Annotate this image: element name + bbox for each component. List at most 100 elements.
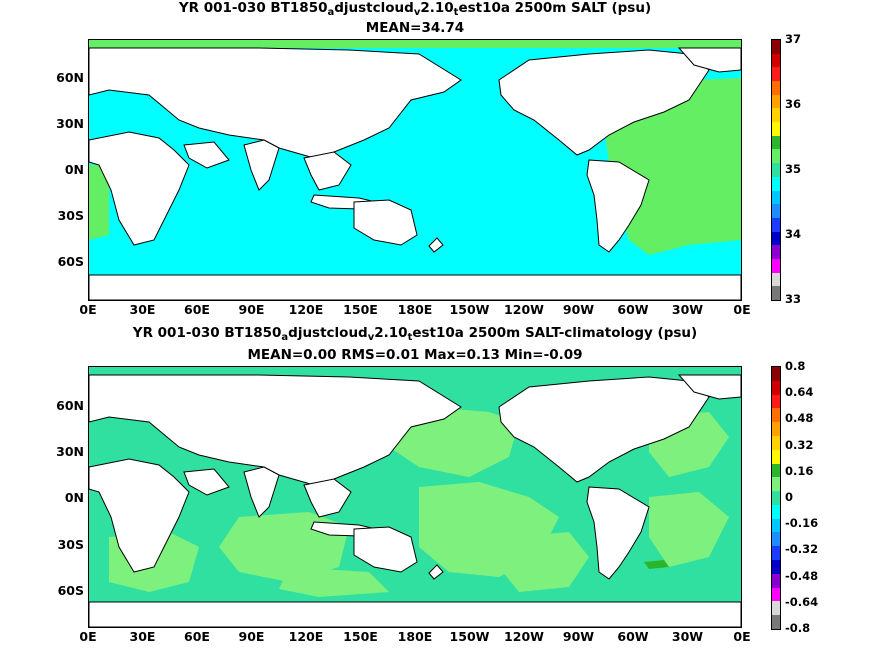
p2-lon-label-12: 0E bbox=[733, 629, 751, 644]
south-america bbox=[586, 486, 650, 580]
panel2-title: YR 001-030 BT1850adjustcloudv2.10test10a… bbox=[132, 325, 698, 343]
arabia bbox=[183, 141, 230, 169]
p2-lon-label-10: 60W bbox=[617, 629, 649, 644]
africa bbox=[89, 131, 190, 246]
p2-colorbar-segment bbox=[772, 477, 780, 492]
p1-lat-30n: 30N bbox=[56, 116, 84, 131]
p2-colorbar-segment bbox=[772, 532, 780, 547]
p1-colorbar-segment bbox=[772, 53, 780, 68]
p2-lat-60s: 60S bbox=[57, 583, 84, 598]
antarctica bbox=[89, 274, 741, 300]
north-america bbox=[498, 376, 710, 483]
p1-lat-30s: 30S bbox=[57, 208, 84, 223]
africa bbox=[89, 458, 190, 573]
p1-lon-label-10: 60W bbox=[617, 302, 649, 317]
p1-lon-label-0: 0E bbox=[79, 302, 97, 317]
p2-colorbar-segment bbox=[772, 435, 780, 451]
south-america bbox=[586, 159, 650, 253]
greenland bbox=[677, 374, 741, 400]
india bbox=[243, 139, 280, 191]
se-asia bbox=[303, 478, 352, 518]
p1-lon-label-11: 30W bbox=[671, 302, 704, 317]
p2-colorbar-segment bbox=[772, 463, 780, 478]
atlantic-field bbox=[89, 40, 741, 255]
p1-lat-60n: 60N bbox=[56, 70, 84, 85]
arabia bbox=[183, 468, 230, 496]
p2-colorbar-tick-4: 0.16 bbox=[785, 463, 814, 478]
anomaly-max-patch bbox=[644, 560, 669, 569]
p2-lon-label-0: 0E bbox=[79, 629, 97, 644]
australia bbox=[353, 199, 418, 246]
p2-colorbar-segment bbox=[772, 504, 780, 520]
p1-lon-label-7: 150W bbox=[449, 302, 490, 317]
p2-colorbar-segment bbox=[772, 367, 780, 382]
p1-lat-60s: 60S bbox=[57, 254, 84, 269]
p1-lon-label-1: 30E bbox=[129, 302, 156, 317]
p2-colorbar-segment bbox=[772, 408, 780, 423]
p2-colorbar-segment bbox=[772, 546, 780, 561]
p2-lat-30s: 30S bbox=[57, 537, 84, 552]
panel2-anomaly-map bbox=[88, 366, 742, 628]
p2-colorbar-tick-0: 0.8 bbox=[785, 359, 806, 373]
p2-lon-label-6: 180E bbox=[397, 629, 433, 644]
p1-colorbar-tick-4: 33 bbox=[785, 292, 802, 306]
p2-colorbar-tick-2: 0.48 bbox=[785, 411, 814, 426]
p1-colorbar-segment bbox=[772, 149, 780, 164]
p2-lon-label-2: 60E bbox=[184, 629, 210, 644]
p1-colorbar-segment bbox=[772, 67, 780, 82]
land-masses bbox=[89, 374, 741, 627]
p2-lon-label-11: 30W bbox=[671, 629, 704, 644]
p2-lon-label-1: 30E bbox=[129, 629, 156, 644]
p2-colorbar-tick-3: 0.32 bbox=[785, 437, 814, 452]
panel1-stats: MEAN=34.74 bbox=[365, 20, 465, 36]
p2-colorbar-segment bbox=[772, 518, 780, 533]
p2-colorbar-tick-8: -0.48 bbox=[785, 568, 819, 583]
p2-colorbar-tick-1: 0.64 bbox=[785, 385, 814, 400]
p2-lon-label-9: 90W bbox=[562, 629, 595, 644]
new-zealand bbox=[428, 237, 444, 253]
p1-colorbar-segment bbox=[772, 94, 780, 109]
new-zealand bbox=[428, 564, 444, 580]
p2-lon-label-7: 150W bbox=[449, 629, 490, 644]
p2-colorbar-tick-7: -0.32 bbox=[785, 542, 819, 557]
p2-colorbar-segment bbox=[772, 449, 780, 465]
panel2-stats: MEAN=0.00 RMS=0.01 Max=0.13 Min=-0.09 bbox=[247, 347, 583, 363]
p1-colorbar-segment bbox=[772, 108, 780, 123]
north-america bbox=[498, 49, 710, 156]
australia bbox=[353, 526, 418, 573]
p2-colorbar-segment bbox=[772, 560, 780, 575]
se-asia bbox=[303, 151, 352, 191]
p2-colorbar-tick-6: -0.16 bbox=[785, 516, 819, 531]
india bbox=[243, 466, 280, 518]
p2-colorbar-segment bbox=[772, 380, 780, 396]
p1-colorbar-segment bbox=[772, 81, 780, 96]
panel1-title: YR 001-030 BT1850adjustcloudv2.10test10a… bbox=[178, 0, 652, 18]
p2-colorbar-segment bbox=[772, 601, 780, 616]
panel1-colorbar bbox=[771, 39, 781, 301]
panel2-colorbar bbox=[771, 366, 781, 630]
p1-lon-label-5: 150E bbox=[343, 302, 378, 317]
p2-lon-label-5: 150E bbox=[343, 629, 378, 644]
p1-lon-label-6: 180E bbox=[397, 302, 433, 317]
p1-colorbar-segment bbox=[772, 40, 780, 55]
p1-colorbar-segment bbox=[772, 272, 780, 287]
p1-lon-label-9: 90W bbox=[562, 302, 595, 317]
p1-colorbar-tick-0: 37 bbox=[785, 32, 802, 46]
p2-lat-30n: 30N bbox=[56, 444, 84, 459]
p1-colorbar-tick-3: 34 bbox=[785, 227, 802, 241]
p1-lon-label-3: 90E bbox=[238, 302, 265, 317]
land-masses bbox=[89, 47, 741, 300]
antarctica bbox=[89, 601, 741, 627]
p2-colorbar-segment bbox=[772, 573, 780, 589]
p2-colorbar-segment bbox=[772, 491, 780, 506]
p1-lon-label-8: 120W bbox=[504, 302, 544, 317]
p2-colorbar-tick-10: -0.8 bbox=[785, 621, 811, 635]
p2-lat-60n: 60N bbox=[56, 398, 84, 413]
panel1-salinity-map bbox=[88, 39, 742, 301]
p1-colorbar-segment bbox=[772, 204, 780, 219]
p1-colorbar-segment bbox=[772, 176, 780, 191]
p1-colorbar-segment bbox=[772, 217, 780, 233]
p1-colorbar-segment bbox=[772, 163, 780, 178]
p1-colorbar-tick-2: 35 bbox=[785, 162, 802, 176]
p1-colorbar-segment bbox=[772, 286, 780, 301]
